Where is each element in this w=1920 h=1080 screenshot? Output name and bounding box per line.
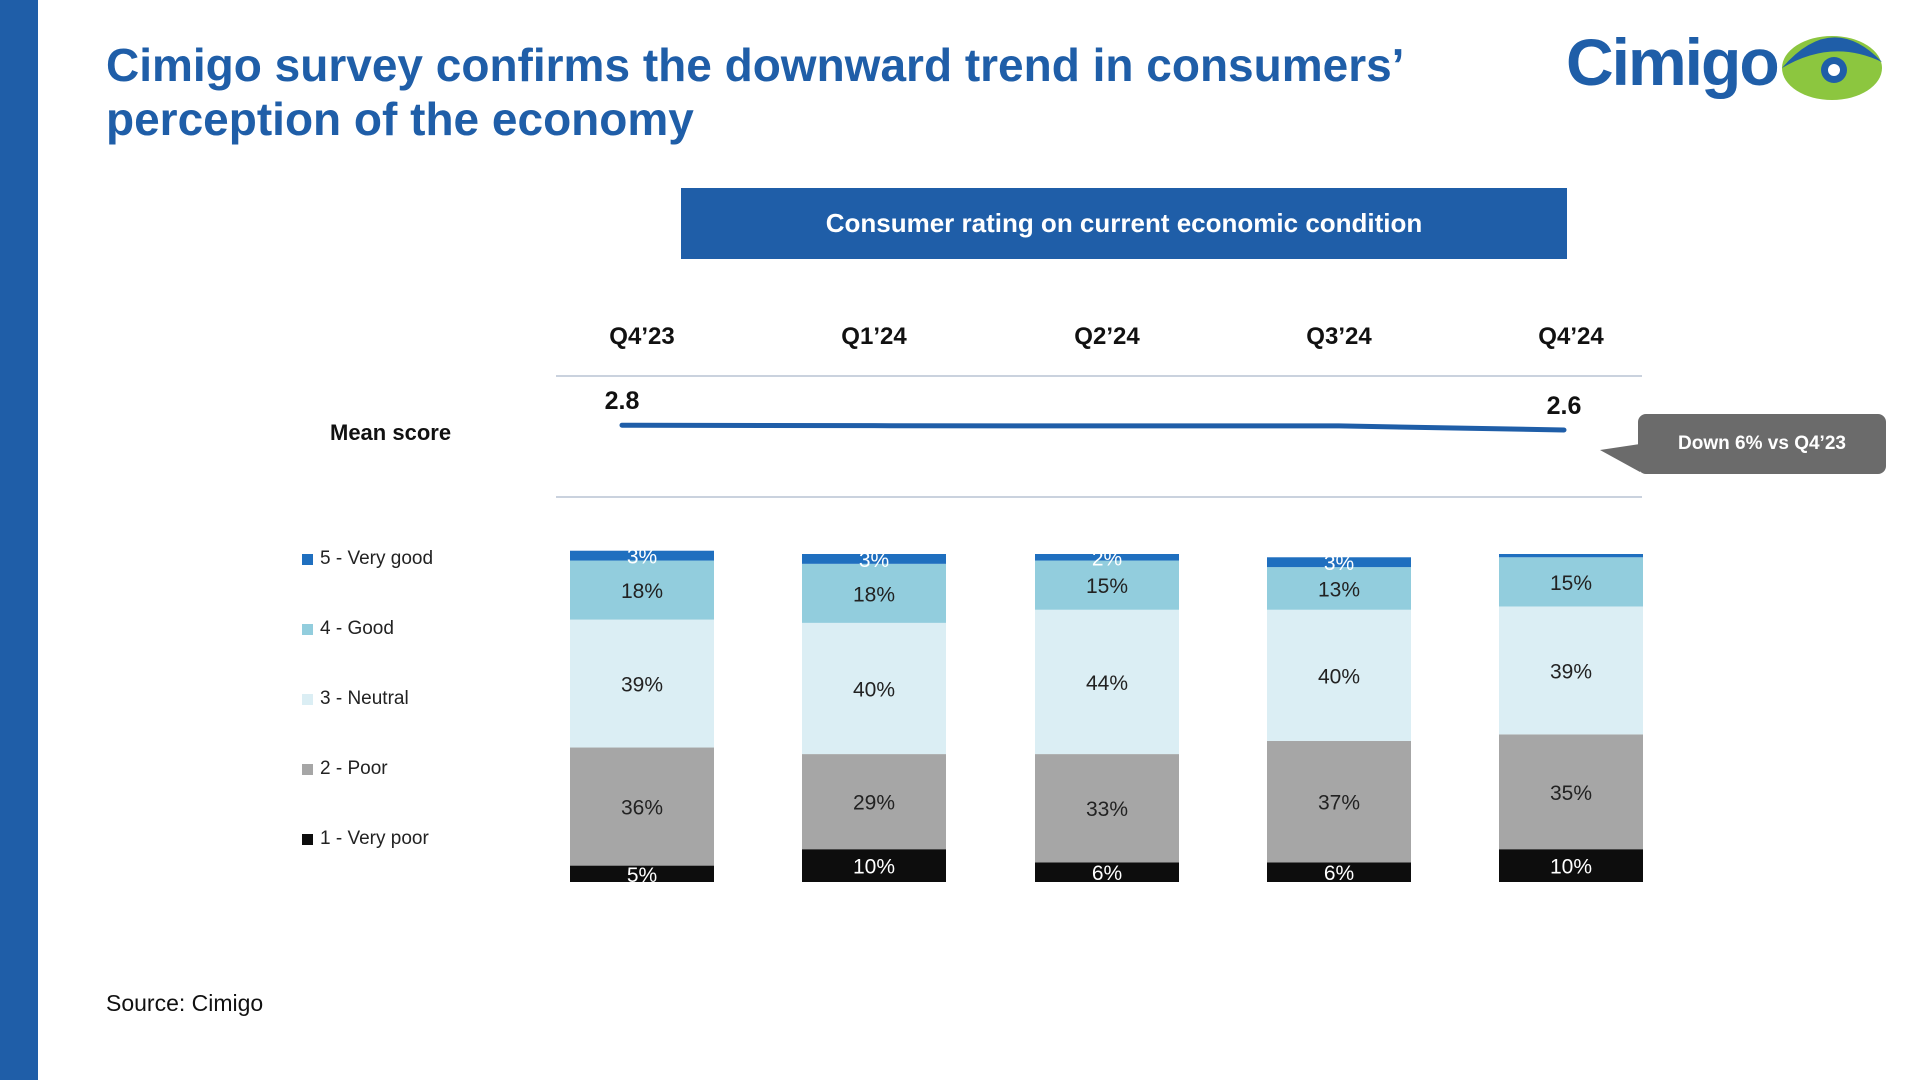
data-label: 18% [853,583,895,606]
data-label: 37% [1318,792,1360,815]
legend-label-neutral: 3 - Neutral [320,688,409,709]
bar-segment-very-poor [1267,862,1411,882]
bar-segment-very-poor [1499,849,1643,882]
bar-segment-poor [802,754,946,850]
bar-segment-very-good [1499,554,1643,558]
legend-item-poor: 2 - Poor [302,758,388,780]
side-accent-bar [0,0,38,1080]
callout-text: Down 6% vs Q4’23 [1638,414,1886,474]
bar-segment-very-good [570,550,714,561]
bar-segment-poor [1035,754,1179,863]
data-label: 44% [1086,672,1128,695]
legend-swatch-very-good [302,553,313,565]
cimigo-logo: Cimigo [1566,22,1886,112]
logo-text: Cimigo [1566,25,1780,99]
data-label: 18% [621,580,663,603]
bar-segment-very-poor [1035,862,1179,882]
legend-label-very-poor: 1 - Very poor [320,828,429,849]
data-label: 36% [621,797,663,820]
legend-item-very-poor: 1 - Very poor [302,828,429,850]
legend-label-good: 4 - Good [320,618,394,639]
legend-item-good: 4 - Good [302,618,394,640]
callout-pointer [1600,444,1640,472]
mean-score-line [619,422,1567,433]
data-label: 15% [1086,575,1128,598]
legend-item-neutral: 3 - Neutral [302,688,409,710]
data-label: 40% [853,678,895,701]
category-label: Q4’24 [1538,323,1604,350]
bar-segment-very-good [1267,557,1411,568]
bar-segment-neutral [1035,609,1179,755]
data-label: 5% [627,864,657,887]
data-label: 29% [853,792,895,815]
mean-score-value: 2.8 [605,387,640,415]
bar-segment-good [570,560,714,620]
data-label: 3% [627,546,657,569]
data-label: 40% [1318,665,1360,688]
legend-label-very-good: 5 - Very good [320,548,434,569]
source-note: Source: Cimigo [106,990,264,1016]
bar-segment-neutral [570,619,714,748]
data-label: 6% [1092,862,1122,885]
bar-segment-neutral [1499,606,1643,735]
bar-segment-very-good [802,554,946,564]
page-title: Cimigo survey confirms the downward tren… [106,39,1402,145]
bar-segment-poor [1267,740,1411,863]
mean-score-value: 2.6 [1547,392,1582,420]
logo-eye-icon [1782,36,1882,100]
data-label: 3% [859,549,889,572]
legend-swatch-poor [302,763,313,775]
bar-segment-very-poor [570,865,714,882]
mean-score-label: Mean score [330,420,452,445]
legend-swatch-very-poor [302,833,313,845]
legend-swatch-neutral [302,693,313,705]
bar-segment-poor [1499,734,1643,850]
data-label: 15% [1550,572,1592,595]
data-label: 35% [1550,782,1592,805]
legend-swatch-good [302,623,313,635]
bar-segment-good [1499,557,1643,607]
bar-segment-good [1267,567,1411,610]
bar-segment-very-good [1035,554,1179,561]
bar-segment-poor [570,747,714,866]
legend-label-poor: 2 - Poor [320,758,388,779]
data-label: 2% [1092,547,1122,570]
legend-item-very-good: 5 - Very good [302,548,433,570]
data-label: 10% [853,856,895,879]
data-label: 39% [1550,660,1592,683]
data-label: 10% [1550,856,1592,879]
bar-segment-neutral [1267,609,1411,741]
category-label: Q4’23 [609,323,674,350]
chart-title-banner: Consumer rating on current economic cond… [681,188,1567,259]
category-label: Q1’24 [841,323,907,350]
data-label: 13% [1318,578,1360,601]
data-label: 33% [1086,798,1128,821]
bar-segment-good [1035,560,1179,610]
category-label: Q2’24 [1074,323,1140,350]
data-label: 6% [1324,862,1354,885]
bar-segment-very-poor [802,849,946,882]
bar-segment-neutral [802,622,946,755]
data-label: 3% [1324,552,1354,575]
bar-segment-good [802,563,946,623]
category-label: Q3’24 [1306,323,1372,350]
data-label: 39% [621,674,663,697]
